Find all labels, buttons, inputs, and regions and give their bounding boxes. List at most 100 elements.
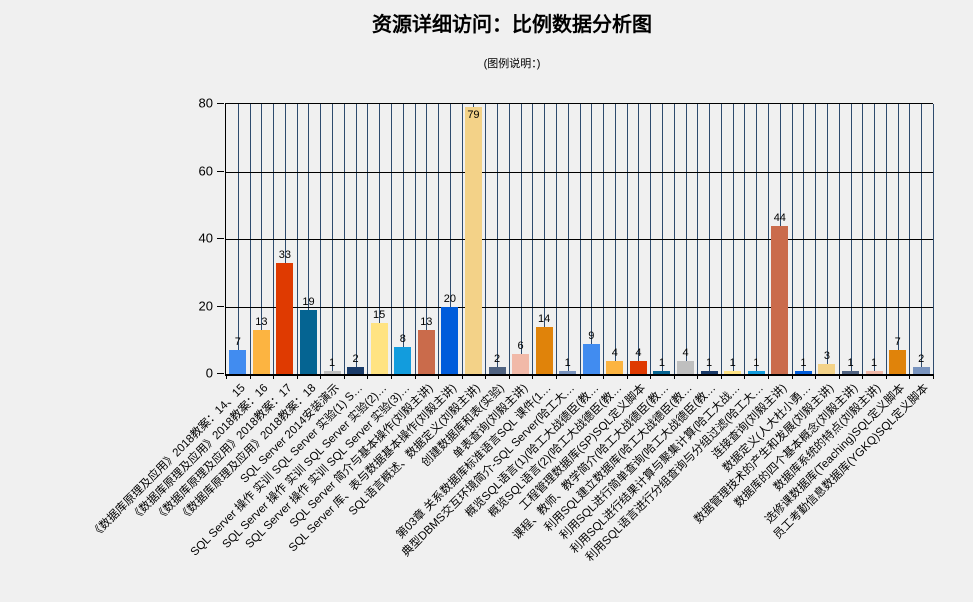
chart-subtitle: (图例说明：) (483, 58, 541, 70)
bar-value-label: 13 (255, 316, 268, 329)
bar (488, 367, 506, 374)
bar (629, 360, 647, 374)
horizontal-gridline (226, 239, 933, 240)
bar-value-label: 79 (467, 109, 480, 122)
x-axis-tick (885, 374, 887, 379)
x-axis-tick (532, 374, 534, 379)
y-axis-tick (217, 170, 224, 172)
bar-value-label: 1 (658, 356, 666, 369)
bar-value-label: 7 (234, 336, 241, 349)
bar-value-label: 15 (373, 309, 386, 322)
bar (229, 350, 247, 374)
x-axis-tick (720, 374, 722, 379)
bar (677, 360, 695, 374)
bar (889, 350, 907, 374)
bar-value-label: 1 (328, 356, 336, 369)
bar-value-label: 33 (278, 248, 292, 261)
bar (347, 367, 365, 374)
bar (653, 370, 671, 374)
bar-value-label: 19 (302, 295, 315, 308)
bar (842, 370, 860, 374)
y-axis-tick (217, 305, 224, 307)
bar (299, 309, 317, 374)
bar (559, 370, 577, 374)
y-axis-tick (217, 238, 224, 239)
horizontal-gridline (226, 171, 933, 173)
bar-value-label: 4 (635, 346, 642, 359)
bar-value-label: 2 (493, 353, 501, 366)
bar-value-label: 1 (564, 356, 571, 369)
bar-value-label: 3 (823, 349, 830, 362)
bar (535, 326, 553, 374)
x-axis-tick (343, 374, 345, 379)
x-axis-tick (320, 374, 322, 379)
bar (370, 323, 388, 374)
bar (441, 306, 459, 374)
x-axis-tick (249, 374, 251, 379)
x-axis-tick (438, 374, 440, 379)
bar-value-label: 6 (517, 339, 524, 352)
x-axis-tick (744, 374, 746, 379)
horizontal-gridline (226, 306, 933, 308)
x-axis-tick (791, 374, 793, 379)
x-axis-tick (650, 374, 652, 379)
bar-value-label: 8 (399, 333, 406, 345)
y-axis-tick (217, 103, 224, 104)
bar (724, 370, 742, 374)
x-axis-tick (414, 374, 416, 379)
x-axis-tick (273, 374, 275, 379)
x-axis-tick (390, 374, 392, 379)
x-axis-tick (485, 374, 487, 379)
x-axis-tick (933, 374, 934, 379)
bar-value-label: 1 (800, 356, 807, 369)
x-axis-tick (673, 374, 675, 379)
bar (417, 330, 435, 374)
x-axis-tick (768, 374, 770, 379)
x-axis-tick (579, 374, 581, 379)
bar (865, 370, 883, 374)
x-axis-tick (226, 374, 227, 379)
bar (818, 363, 836, 374)
bar-value-label: 2 (918, 353, 925, 366)
bar (323, 370, 341, 374)
bar (700, 370, 718, 374)
bar-value-label: 1 (847, 356, 854, 369)
x-axis-tick (603, 374, 605, 379)
x-axis-tick (555, 374, 557, 379)
y-axis-tick (217, 373, 224, 374)
bar (794, 370, 812, 374)
y-axis-tick-label: 20 (198, 298, 213, 313)
x-axis-tick (367, 374, 369, 379)
bar-value-label: 9 (588, 329, 595, 342)
x-axis-tick (461, 374, 463, 379)
y-axis-tick-label: 80 (198, 95, 213, 111)
bar (582, 343, 600, 374)
bar-value-label: 44 (773, 211, 786, 224)
bar (464, 107, 482, 374)
vertical-gridline (933, 104, 934, 374)
bar (276, 262, 294, 374)
bar (512, 353, 530, 374)
bar-value-label: 1 (706, 356, 713, 369)
bar-value-label: 4 (611, 346, 618, 359)
bar-value-label: 13 (420, 316, 433, 329)
bar (912, 367, 930, 374)
bar (252, 330, 270, 374)
bar (394, 347, 412, 374)
bar-value-label: 20 (443, 292, 456, 305)
bar (771, 225, 789, 374)
bar-value-label: 14 (538, 312, 551, 325)
bar-value-label: 1 (753, 356, 760, 369)
y-axis-tick-label: 0 (205, 365, 213, 381)
y-axis-tick-label: 40 (198, 230, 213, 246)
x-axis-tick (838, 374, 840, 379)
bar-value-label: 4 (682, 346, 689, 359)
x-axis-tick (815, 374, 817, 379)
x-axis-tick (508, 374, 510, 379)
bar (747, 370, 765, 374)
bar-value-label: 1 (729, 356, 736, 369)
bar (606, 360, 624, 374)
chart-title: 资源详细访问：比例数据分析图 (372, 14, 652, 36)
plot-area: 7 13 33 19 1 2 15 8 13 20 79 2 6 14 1 9 4 4 1 4 1 1 1 44 1 3 1 1 7 2 (225, 103, 934, 379)
